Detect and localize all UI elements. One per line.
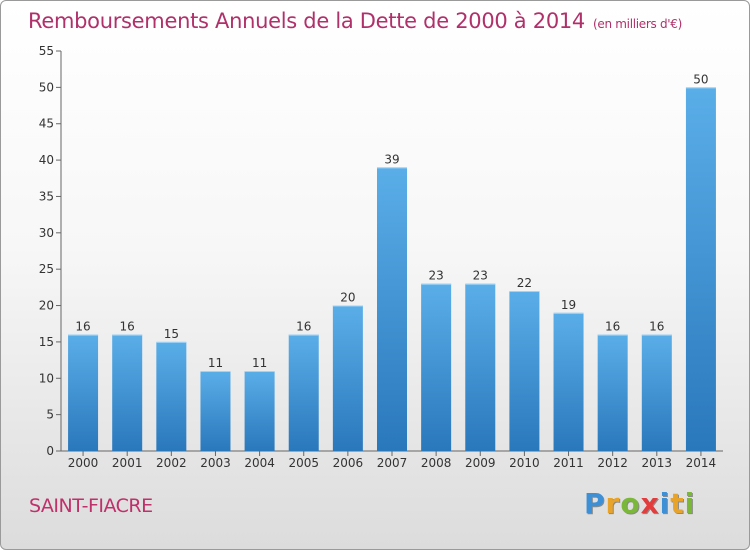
x-tick-label: 2004: [244, 456, 275, 470]
data-label: 15: [164, 327, 179, 341]
logo-letter: P: [584, 487, 606, 520]
bar-2009: [465, 283, 496, 451]
bar-2007: [377, 167, 407, 451]
x-tick-label: 2012: [597, 456, 628, 470]
commune-name: SAINT-FIACRE: [29, 495, 153, 517]
y-tick-label: 50: [39, 80, 54, 94]
chart-title: Remboursements Annuels de la Dette de 20…: [28, 9, 682, 33]
x-tick-label: 2011: [553, 456, 584, 470]
x-tick-label: 2002: [156, 456, 187, 470]
data-label: 16: [120, 320, 135, 334]
data-label: 39: [384, 152, 399, 166]
y-tick-label: 45: [39, 117, 54, 131]
data-label: 16: [296, 320, 311, 334]
x-tick-label: 2014: [686, 456, 717, 470]
x-tick-label: 2000: [68, 456, 99, 470]
x-tick-label: 2006: [333, 456, 364, 470]
data-label: 11: [252, 356, 267, 370]
data-label: 23: [428, 269, 443, 283]
bar-2000: [68, 334, 99, 451]
y-tick-label: 15: [39, 335, 54, 349]
bar-2010: [509, 291, 540, 451]
x-tick-label: 2008: [421, 456, 452, 470]
data-label: 16: [75, 320, 90, 334]
data-label: 11: [208, 356, 223, 370]
y-tick-label: 30: [39, 226, 54, 240]
y-tick-label: 10: [39, 371, 54, 385]
logo-letter: t: [670, 487, 685, 520]
x-tick-label: 2013: [642, 456, 673, 470]
bar-2013: [641, 334, 672, 451]
logo-letter: r: [605, 487, 621, 520]
y-tick-label: 5: [46, 408, 54, 422]
logo-letter: x: [640, 487, 660, 520]
data-label: 23: [473, 269, 488, 283]
y-tick-label: 0: [46, 444, 54, 458]
bar-2014: [685, 87, 716, 451]
data-label: 16: [649, 320, 664, 334]
bar-2004: [244, 371, 275, 451]
bar-2005: [288, 334, 319, 451]
x-tick-label: 2001: [112, 456, 143, 470]
bar-2001: [112, 334, 143, 451]
bar-2002: [156, 341, 187, 451]
y-tick-label: 55: [39, 44, 54, 58]
data-label: 20: [340, 291, 355, 305]
chart-title-text: Remboursements Annuels de la Dette de 20…: [28, 9, 585, 33]
y-tick-label: 40: [39, 153, 54, 167]
bar-2003: [200, 371, 231, 451]
data-label: 22: [517, 276, 532, 290]
x-tick-label: 2003: [200, 456, 231, 470]
x-tick-label: 2009: [465, 456, 496, 470]
bar-2011: [553, 312, 584, 451]
x-tick-label: 2005: [288, 456, 319, 470]
bar-2012: [597, 334, 628, 451]
logo-letter: i: [684, 487, 696, 520]
data-label: 50: [693, 72, 708, 86]
x-tick-label: 2010: [509, 456, 540, 470]
logo-letter: o: [620, 487, 641, 520]
x-tick-label: 2007: [377, 456, 408, 470]
data-label: 19: [561, 298, 576, 312]
bar-2006: [332, 305, 363, 451]
proxiti-logo: Proxiti: [584, 487, 695, 520]
y-tick-label: 35: [39, 189, 54, 203]
bar-2008: [421, 283, 452, 451]
y-tick-label: 25: [39, 262, 54, 276]
chart-unit: (en milliers d'€): [593, 17, 683, 31]
y-tick-label: 20: [39, 299, 54, 313]
data-label: 16: [605, 320, 620, 334]
logo-letter: i: [659, 487, 671, 520]
